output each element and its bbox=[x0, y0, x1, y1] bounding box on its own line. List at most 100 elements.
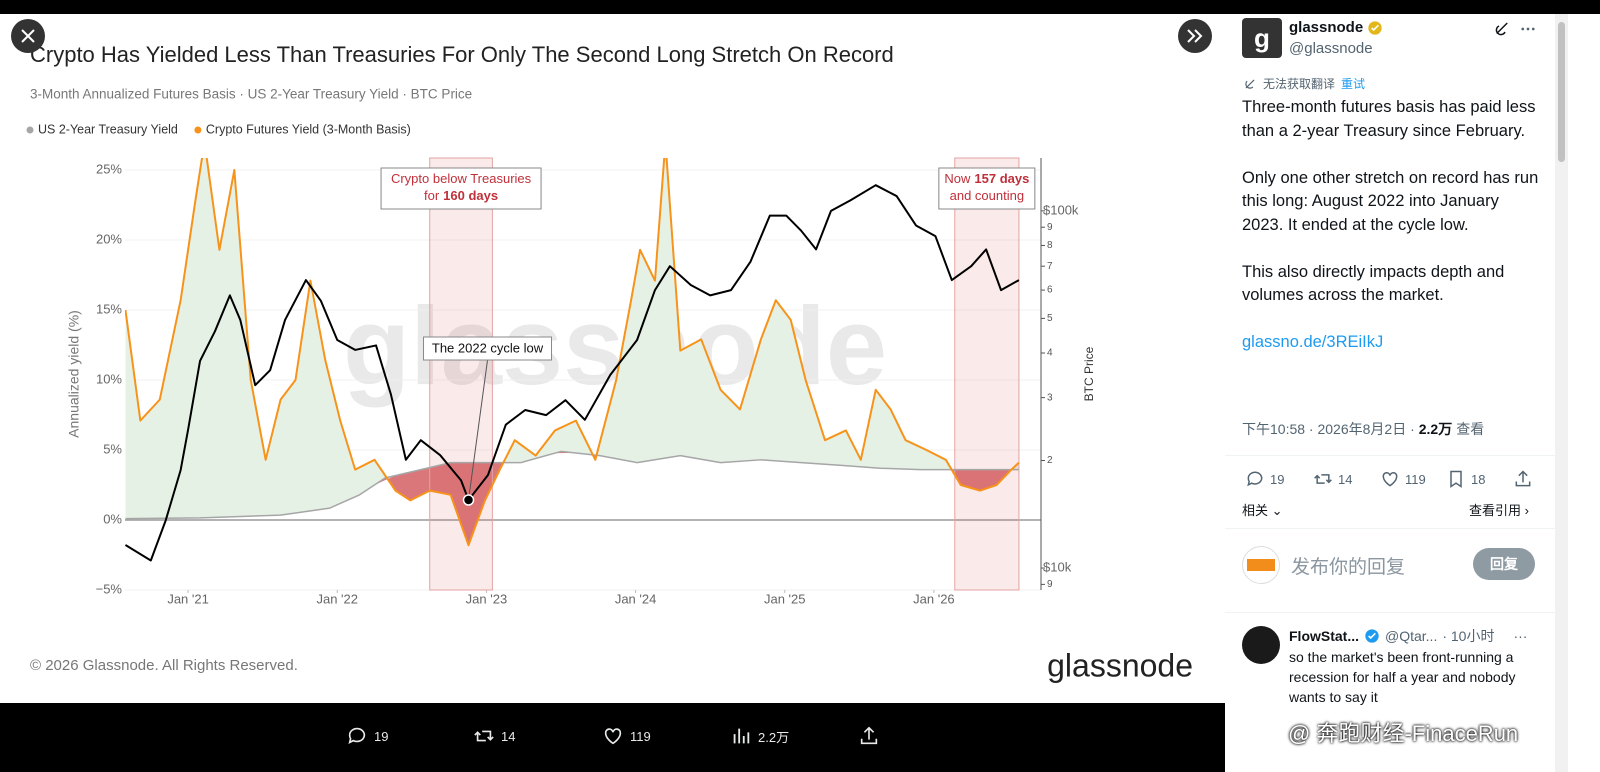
y2-tick-label: 4 bbox=[1047, 348, 1053, 359]
y2-tick-label: 8 bbox=[1047, 240, 1053, 251]
x-tick-label: Jan '21 bbox=[167, 591, 209, 606]
y-axis-label: Annualized yield (%) bbox=[66, 310, 82, 438]
callout-box bbox=[423, 336, 553, 361]
annotation-box bbox=[380, 167, 542, 210]
x-tick-label: Jan '24 bbox=[615, 591, 657, 606]
post-paragraph: This also directly impacts depth and vol… bbox=[1242, 262, 1505, 305]
overlay-watermark: @ 奔跑财经-FinaceRun bbox=[1288, 721, 1519, 746]
author-name[interactable]: glassnode bbox=[1289, 19, 1364, 36]
legend-swatch bbox=[194, 126, 202, 134]
y2-tick-label: 3 bbox=[1047, 392, 1053, 403]
scroll-thumb[interactable] bbox=[1558, 22, 1565, 162]
y2-tick-label: 9 bbox=[1047, 222, 1053, 233]
author-handle[interactable]: @glassnode bbox=[1289, 40, 1373, 57]
translate-note: 无法获取翻译 bbox=[1263, 77, 1336, 91]
highlight-period bbox=[954, 157, 1020, 591]
reply-badge bbox=[1365, 629, 1379, 643]
x-tick-label: Jan '22 bbox=[316, 591, 358, 606]
retry-link[interactable]: 重试 bbox=[1341, 77, 1366, 91]
y2-tick-label: 9 bbox=[1047, 579, 1053, 590]
callout: The 2022 cycle low bbox=[423, 336, 553, 506]
bar-likes-count: 119 bbox=[630, 728, 651, 744]
annotation-text: and counting bbox=[950, 188, 1024, 203]
bookmark-action[interactable]: 18 bbox=[1446, 469, 1485, 489]
repost-icon[interactable] bbox=[1313, 469, 1333, 489]
my-avatar[interactable] bbox=[1242, 546, 1280, 584]
share-icon[interactable] bbox=[1513, 469, 1533, 489]
like-icon[interactable] bbox=[1380, 469, 1400, 489]
post-link[interactable]: glassno.de/3REiIkJ bbox=[1242, 333, 1384, 351]
view-label: 查看 bbox=[1456, 421, 1485, 437]
bar-reposts[interactable]: 14 bbox=[473, 725, 515, 747]
timestamp[interactable]: 下午10:58 · 2026年8月2日 · bbox=[1242, 421, 1415, 437]
callout-leader bbox=[468, 359, 489, 501]
repost-icon[interactable] bbox=[473, 725, 495, 747]
annotation-prefix: for bbox=[424, 188, 440, 203]
like-icon[interactable] bbox=[602, 725, 624, 747]
series-line bbox=[125, 184, 1020, 562]
reply-input[interactable]: 发布你的回复 bbox=[1291, 557, 1406, 578]
y-tick-label: 15% bbox=[96, 301, 122, 316]
expand-button[interactable] bbox=[1178, 19, 1212, 53]
like-action[interactable]: 119 bbox=[1380, 469, 1426, 489]
reply-time: · 10小时 bbox=[1442, 628, 1495, 644]
x-tick-label: Jan '26 bbox=[913, 591, 955, 606]
bar-replies[interactable]: 19 bbox=[346, 725, 388, 747]
reply-avatar[interactable] bbox=[1242, 626, 1280, 664]
y-tick-label: −5% bbox=[96, 581, 123, 596]
bar-likes[interactable]: 119 bbox=[602, 725, 651, 747]
share-icon[interactable] bbox=[858, 725, 880, 747]
divider bbox=[1225, 455, 1555, 456]
annotation-bold: 160 days bbox=[443, 188, 498, 203]
views-icon[interactable] bbox=[730, 725, 752, 747]
post-paragraph: Only one other stretch on record has run… bbox=[1242, 168, 1539, 234]
author-row: glassnode bbox=[1289, 19, 1383, 36]
chart-subtitle: 3-Month Annualized Futures Basis · US 2-… bbox=[30, 87, 472, 102]
reply-author[interactable]: FlowStat... bbox=[1289, 628, 1359, 644]
bar-views[interactable]: 2.2万 bbox=[730, 725, 789, 747]
quotes-label[interactable]: 查看引用 bbox=[1469, 503, 1522, 518]
annotation-text: for 160 days bbox=[424, 188, 498, 203]
reply-icon[interactable] bbox=[346, 725, 368, 747]
more-icon[interactable] bbox=[1519, 20, 1537, 38]
y-tick-label: 10% bbox=[96, 371, 122, 386]
window-edge bbox=[1568, 14, 1600, 772]
close-icon[interactable] bbox=[21, 29, 35, 43]
y2-tick-label: $100k bbox=[1043, 202, 1079, 217]
expand-icon[interactable] bbox=[1187, 29, 1203, 43]
bar-share[interactable] bbox=[858, 725, 880, 747]
reply-more[interactable]: ··· bbox=[1513, 628, 1528, 644]
legend-label: Crypto Futures Yield (3-Month Basis) bbox=[206, 122, 411, 136]
legend-label: US 2-Year Treasury Yield bbox=[38, 122, 178, 136]
annotation: Now 157 days and counting bbox=[938, 167, 1036, 210]
y2-tick-label: 5 bbox=[1047, 313, 1053, 324]
quotes[interactable]: 查看引用 › bbox=[1469, 503, 1529, 518]
y2-tick-label: 2 bbox=[1047, 455, 1053, 466]
author-avatar[interactable]: g bbox=[1242, 18, 1282, 58]
close-button[interactable] bbox=[11, 19, 45, 53]
related-label[interactable]: 相关 bbox=[1242, 503, 1269, 518]
my-avatar-logo bbox=[1247, 559, 1275, 571]
reply-count: 19 bbox=[1270, 471, 1285, 487]
callout-text: The 2022 cycle low bbox=[432, 340, 544, 355]
reply-handle[interactable]: @Qtar... bbox=[1385, 628, 1438, 644]
top-strip bbox=[0, 0, 1600, 8]
repost-action[interactable]: 14 bbox=[1313, 469, 1352, 489]
annotation-bold: 157 days bbox=[974, 171, 1029, 186]
divider bbox=[1225, 612, 1555, 613]
post-panel: g glassnode @glassnode 无法获取翻译 重试 Three-m… bbox=[1225, 14, 1555, 772]
timestamp-row: 下午10:58 · 2026年8月2日 · 2.2万 查看 bbox=[1242, 419, 1484, 439]
reply-button[interactable]: 回复 bbox=[1473, 548, 1535, 580]
related[interactable]: 相关 ⌄ bbox=[1242, 503, 1283, 518]
bar-reposts-count: 14 bbox=[501, 728, 516, 744]
annotation: Crypto below Treasuries for 160 days bbox=[380, 167, 542, 210]
reply-action[interactable]: 19 bbox=[1245, 469, 1284, 489]
bookmark-icon[interactable] bbox=[1446, 469, 1466, 489]
y-tick-label: 25% bbox=[96, 161, 122, 176]
grok-icon[interactable] bbox=[1493, 20, 1511, 38]
chart: Crypto Has Yielded Less Than Treasuries … bbox=[0, 14, 1225, 703]
reply-icon[interactable] bbox=[1245, 469, 1265, 489]
legend-swatch bbox=[26, 126, 34, 134]
scrollbar[interactable] bbox=[1555, 14, 1568, 772]
translate-icon bbox=[1245, 79, 1255, 89]
